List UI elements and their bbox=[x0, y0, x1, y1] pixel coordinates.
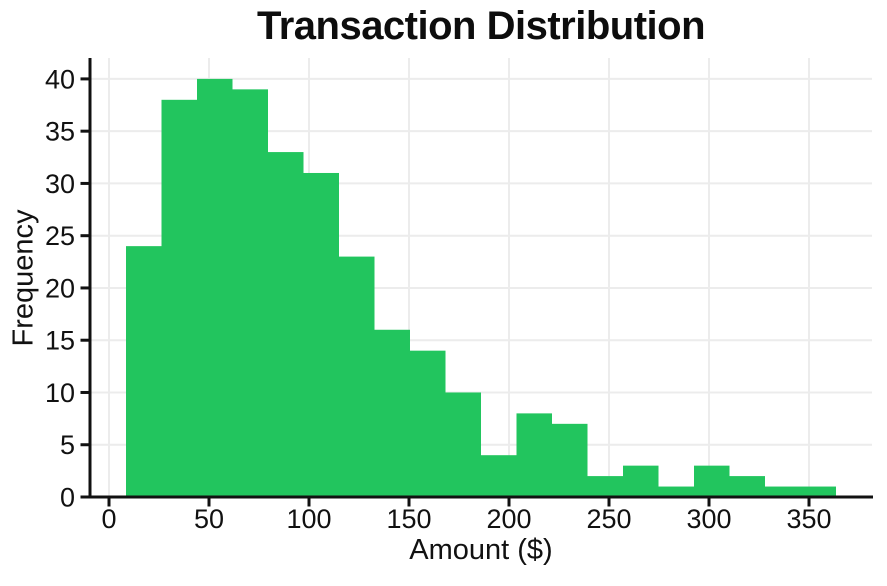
histogram-bar bbox=[374, 329, 410, 497]
y-tick-label: 40 bbox=[45, 64, 75, 94]
x-tick-label: 250 bbox=[586, 504, 631, 534]
histogram-bar bbox=[623, 465, 659, 497]
y-tick-label: 5 bbox=[60, 430, 75, 460]
y-tick-label: 20 bbox=[45, 273, 75, 303]
histogram-bar bbox=[339, 256, 375, 497]
x-tick-label: 350 bbox=[786, 504, 831, 534]
histogram-bar bbox=[729, 476, 765, 497]
y-tick-label: 25 bbox=[45, 221, 75, 251]
histogram-bar bbox=[552, 423, 588, 497]
histogram-bar bbox=[126, 246, 162, 497]
y-tick-label: 10 bbox=[45, 378, 75, 408]
histogram-bar bbox=[232, 89, 268, 497]
histogram-bar bbox=[516, 413, 552, 497]
histogram-bar bbox=[694, 465, 730, 497]
y-tick-label: 35 bbox=[45, 117, 75, 147]
histogram-bar bbox=[161, 99, 197, 498]
histogram-bar bbox=[800, 486, 836, 497]
histogram-bar bbox=[197, 78, 233, 498]
y-tick-label: 30 bbox=[45, 169, 75, 199]
histogram-bar bbox=[303, 172, 339, 497]
histogram-bar bbox=[481, 455, 517, 497]
x-tick-label: 200 bbox=[486, 504, 531, 534]
histogram-bar bbox=[410, 350, 446, 497]
x-tick-label: 150 bbox=[386, 504, 431, 534]
x-tick-label: 300 bbox=[686, 504, 731, 534]
y-tick-label: 0 bbox=[60, 483, 75, 513]
x-axis-label: Amount ($) bbox=[409, 534, 553, 566]
x-tick-label: 50 bbox=[194, 504, 224, 534]
histogram-bar bbox=[445, 392, 481, 497]
histogram-bar bbox=[587, 476, 623, 497]
x-tick-label: 0 bbox=[101, 504, 116, 534]
chart-title: Transaction Distribution bbox=[256, 4, 706, 48]
histogram-bar bbox=[658, 486, 694, 497]
histogram-bar bbox=[268, 152, 304, 498]
y-tick-label: 15 bbox=[45, 326, 75, 356]
x-tick-label: 100 bbox=[286, 504, 331, 534]
histogram-bar bbox=[765, 486, 801, 497]
